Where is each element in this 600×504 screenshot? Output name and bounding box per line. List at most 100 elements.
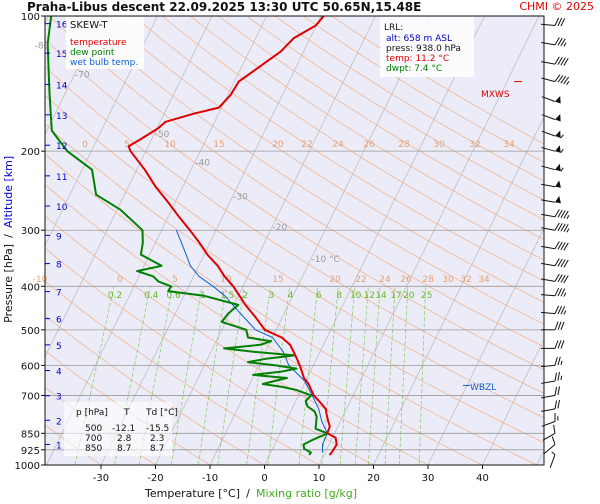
y-tick-label: 200 bbox=[21, 147, 40, 158]
table-row-500-p: 500 bbox=[85, 424, 102, 434]
dry-adiabat-label: 32 bbox=[460, 275, 471, 285]
wind-barb-full bbox=[554, 373, 558, 381]
wind-barb-half bbox=[556, 416, 559, 420]
table-row-700-td: 2.3 bbox=[150, 434, 164, 444]
wind-barb-shaft bbox=[550, 455, 555, 468]
wind-barb bbox=[541, 287, 566, 297]
wind-barb bbox=[541, 271, 568, 283]
y-axis-label: Pressure [hPa] bbox=[2, 244, 15, 323]
altitude-tick-label: 9 bbox=[56, 232, 62, 242]
level-table: p [hPa] T Td [°C] 500 -12.1 -15.5 700 2.… bbox=[64, 402, 178, 456]
dry-adiabat-label: 28 bbox=[422, 275, 434, 285]
altitude-tick-label: 2 bbox=[56, 417, 62, 427]
mixing-ratio-label: 2 bbox=[242, 291, 248, 301]
wind-barb bbox=[541, 159, 564, 171]
isotherm-label: -50 bbox=[155, 130, 170, 140]
y-tick-label: 700 bbox=[21, 391, 40, 402]
wind-barb-full bbox=[554, 357, 558, 365]
isotherm-label: -70 bbox=[75, 70, 90, 80]
wind-barb-full bbox=[561, 322, 564, 330]
dry-adiabat-label: 24 bbox=[379, 275, 391, 285]
lrl-temperature: temp: 11.2 °C bbox=[386, 54, 449, 64]
table-header-td: Td [°C] bbox=[145, 408, 178, 418]
table-header-p: p [hPa] bbox=[76, 408, 108, 418]
wind-barb-full bbox=[555, 322, 558, 330]
dry-adiabat-label: 26 bbox=[400, 275, 412, 285]
wind-barb-half bbox=[561, 361, 563, 365]
altitude-tick-label: 1 bbox=[56, 441, 62, 451]
wind-barb-half bbox=[561, 167, 563, 171]
table-row-850-t: 8.7 bbox=[117, 444, 131, 454]
mixing-ratio-label: 20 bbox=[403, 291, 415, 301]
wind-barb bbox=[546, 452, 555, 468]
wind-barb-flag bbox=[555, 195, 562, 203]
isotherm-line bbox=[537, 16, 600, 465]
y-tick-label: 1000 bbox=[15, 461, 40, 472]
table-row-850-td: 8.7 bbox=[150, 444, 164, 454]
wind-barb-half bbox=[551, 452, 555, 455]
plot-area bbox=[45, 16, 544, 465]
legend-title: SKEW-T bbox=[70, 20, 108, 31]
altitude-tick-label: 10 bbox=[56, 203, 68, 213]
isotherm-label: -40 bbox=[195, 158, 210, 168]
wind-barb bbox=[541, 141, 564, 153]
mixing-ratio-label: 25 bbox=[421, 291, 432, 301]
dry-adiabat-label: 5 bbox=[172, 275, 178, 285]
x-axis-label-separator: / bbox=[246, 487, 250, 500]
altitude-tick-label: 13 bbox=[56, 112, 67, 122]
wind-barb-full bbox=[561, 340, 564, 348]
altitude-tick-label: 14 bbox=[56, 81, 68, 91]
wind-barb bbox=[541, 238, 568, 250]
dry-adiabat-label: 28 bbox=[398, 140, 410, 150]
mixing-ratio-label: 12 bbox=[364, 291, 375, 301]
dry-adiabat-label: 20 bbox=[329, 275, 341, 285]
wind-barb bbox=[541, 54, 568, 66]
legend-item-dew-point: dew point bbox=[70, 48, 115, 58]
wbzl-marker: WBZL bbox=[470, 383, 496, 393]
mixing-ratio-label: 0.2 bbox=[108, 291, 122, 301]
dry-adiabat-label: 0 bbox=[117, 275, 123, 285]
wind-barb bbox=[541, 304, 566, 314]
wind-barb-half bbox=[567, 81, 569, 85]
x-tick-label: 40 bbox=[476, 473, 489, 484]
wind-barb-flag bbox=[555, 113, 563, 122]
altitude-tick-label: 6 bbox=[56, 316, 62, 326]
wind-barb-full bbox=[552, 413, 558, 422]
dry-adiabat-label: 24 bbox=[332, 140, 344, 150]
dry-adiabat-label: 30 bbox=[433, 140, 445, 150]
y-tick-label: 600 bbox=[21, 361, 40, 372]
wind-barb-half bbox=[567, 215, 569, 219]
lrl-info-box: LRL: alt: 658 m ASL press: 938.0 hPa tem… bbox=[380, 17, 474, 77]
x-tick-label: 20 bbox=[367, 473, 380, 484]
chart-title: Praha-Libus descent 22.09.2025 13:30 UTC… bbox=[27, 0, 421, 14]
wind-barb bbox=[541, 206, 569, 219]
mxws-marker: MXWS bbox=[481, 90, 510, 100]
wind-barb bbox=[542, 125, 565, 139]
y-axis-label-2: Altitude [km] bbox=[2, 156, 15, 228]
wind-barb-half bbox=[561, 149, 563, 153]
lrl-title: LRL: bbox=[384, 23, 403, 33]
mixing-ratio-label: 3 bbox=[269, 291, 275, 301]
altitude-tick-label: 11 bbox=[56, 173, 67, 183]
y-tick-label: 400 bbox=[21, 282, 40, 293]
wind-barb-half bbox=[564, 293, 566, 297]
isotherm-label: -10 °C bbox=[311, 255, 339, 265]
mixing-ratio-label: 4 bbox=[288, 291, 294, 301]
wind-barb-full bbox=[558, 322, 561, 330]
altitude-tick-label: 8 bbox=[56, 261, 62, 271]
wind-barb bbox=[541, 220, 569, 233]
table-row-850-p: 850 bbox=[85, 444, 102, 454]
mixing-ratio-label: 1.5 bbox=[220, 291, 234, 301]
altitude-tick-label: 4 bbox=[56, 368, 62, 378]
wind-barb bbox=[541, 16, 565, 26]
altitude-tick-label: 5 bbox=[56, 342, 62, 352]
isotherm-label: -20 bbox=[273, 223, 288, 233]
lrl-altitude: alt: 658 m ASL bbox=[386, 34, 452, 44]
x-tick-label: 10 bbox=[313, 473, 326, 484]
wind-barb-flag bbox=[555, 95, 563, 104]
mixing-ratio-label: 14 bbox=[375, 291, 387, 301]
dry-adiabat-label: 0 bbox=[82, 140, 88, 150]
wind-barb-full bbox=[554, 387, 558, 395]
dry-adiabat-label: 22 bbox=[301, 140, 312, 150]
